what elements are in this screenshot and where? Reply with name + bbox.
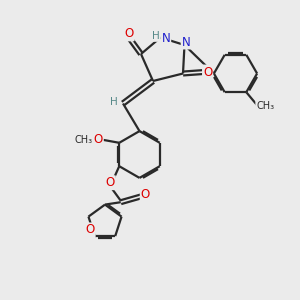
Text: O: O	[203, 65, 212, 79]
Text: O: O	[124, 27, 134, 40]
Text: O: O	[141, 188, 150, 201]
Text: O: O	[85, 224, 95, 236]
Text: CH₃: CH₃	[74, 135, 92, 145]
Text: N: N	[161, 32, 170, 46]
Text: H: H	[152, 31, 160, 41]
Text: N: N	[182, 35, 190, 49]
Text: O: O	[106, 176, 115, 189]
Text: CH₃: CH₃	[256, 101, 274, 111]
Text: O: O	[94, 133, 103, 146]
Text: H: H	[110, 97, 118, 107]
